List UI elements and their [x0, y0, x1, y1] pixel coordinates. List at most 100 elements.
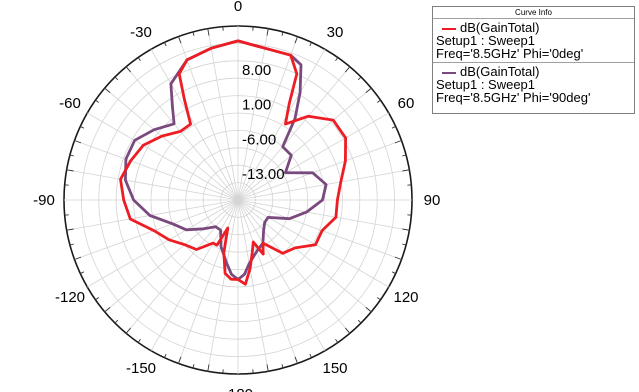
tick-mark [309, 353, 312, 358]
grid-spoke [150, 49, 239, 201]
tick-mark [74, 256, 82, 260]
tick-mark [104, 307, 111, 313]
tick-mark [376, 297, 381, 301]
grid-spoke [74, 199, 239, 260]
grid-spoke [104, 199, 239, 313]
angle-tick-label: 0 [234, 0, 242, 15]
grid-spoke [87, 112, 239, 201]
tick-mark [281, 31, 284, 36]
angle-tick-label: 150 [322, 360, 347, 377]
legend-entry-setup: Setup1 : Sweep1 [436, 33, 536, 48]
tick-mark [125, 66, 131, 73]
tick-mark [69, 243, 74, 246]
grid-spoke [237, 87, 372, 201]
grid-spoke [237, 199, 402, 260]
grid-spoke [207, 199, 239, 372]
grid-spoke [237, 199, 298, 364]
tick-mark [66, 169, 74, 172]
legend-line-phi0 [442, 27, 456, 30]
tick-mark [178, 356, 182, 364]
radial-tick-label: 1.00 [242, 97, 271, 114]
tick-mark [137, 57, 141, 62]
tick-mark [391, 126, 396, 129]
angle-tick-label: 30 [327, 24, 344, 41]
tick-mark [164, 353, 167, 358]
legend-entry-setup: Setup1 : Sweep1 [436, 77, 536, 92]
tick-mark [69, 154, 74, 157]
radial-tick-label: 8.00 [242, 62, 271, 79]
tick-mark [345, 66, 351, 73]
grid-spoke [125, 199, 239, 334]
legend-entry-phi90: dB(GainTotal) Setup1 : Sweep1 Freq='8.5G… [433, 62, 634, 106]
legend-entry-label: dB(GainTotal) [460, 64, 540, 79]
grid-spoke [237, 36, 298, 201]
polar-grid [64, 26, 412, 374]
tick-mark [125, 327, 131, 334]
radial-tick-label: -13.00 [242, 166, 285, 183]
tick-mark [192, 364, 195, 369]
grid-spoke [104, 87, 239, 201]
tick-mark [402, 243, 407, 246]
tick-mark [266, 28, 269, 36]
radial-tick-label: -6.00 [242, 131, 276, 148]
tick-mark [345, 327, 351, 334]
angle-tick-label: -180 [223, 386, 253, 392]
tick-mark [402, 154, 407, 157]
grid-spoke [87, 199, 239, 288]
angle-tick-label: 60 [398, 95, 415, 112]
tick-mark [178, 36, 182, 44]
tick-mark [365, 87, 372, 93]
tick-mark [294, 36, 298, 44]
legend-entry-label: dB(GainTotal) [460, 20, 540, 35]
grid-spoke [125, 66, 239, 201]
grid-spoke [178, 36, 239, 201]
legend-title: Curve Info [433, 7, 634, 19]
tick-mark [95, 99, 100, 103]
tick-mark [281, 364, 284, 369]
tick-mark [357, 319, 362, 324]
grid-spoke [237, 169, 410, 201]
grid-spoke [237, 140, 402, 201]
tick-mark [394, 140, 402, 144]
tick-mark [357, 76, 362, 81]
angle-tick-label: -150 [126, 360, 156, 377]
tick-mark [74, 140, 82, 144]
tick-mark [207, 364, 210, 372]
grid-spoke [237, 199, 326, 351]
grid-spoke [237, 49, 326, 201]
grid-spoke [237, 199, 410, 231]
tick-mark [137, 338, 141, 343]
angle-tick-labels: 0 30 60 90 120 150 -180 -150 -120 -90 -60 -30 [33, 0, 440, 392]
legend-entry-freq: Freq='8.5GHz' Phi='90deg' [436, 90, 591, 105]
tick-mark [164, 42, 167, 47]
radial-tick-labels: 8.00 1.00 -6.00 -13.00 [242, 62, 285, 183]
tick-mark [266, 364, 269, 372]
tick-mark [80, 126, 85, 129]
tick-mark [80, 271, 85, 274]
angle-tick-label: 90 [424, 192, 441, 209]
series-line-phi90 [124, 39, 328, 281]
tick-mark [376, 99, 381, 103]
angle-tick-label: -30 [130, 24, 152, 41]
angle-tick-label: -90 [33, 192, 55, 209]
series-layer [119, 39, 348, 286]
legend-entry-phi0: dB(GainTotal) Setup1 : Sweep1 Freq='8.5G… [433, 19, 634, 62]
tick-mark [391, 271, 396, 274]
angle-tick-label: 120 [393, 289, 418, 306]
tick-mark [394, 256, 402, 260]
grid-spoke [207, 28, 239, 201]
angle-tick-label: -60 [59, 95, 81, 112]
tick-mark [365, 307, 372, 313]
grid-spoke [74, 140, 239, 201]
grid-spoke [237, 112, 389, 201]
tick-mark [294, 356, 298, 364]
tick-mark [104, 87, 111, 93]
tick-mark [66, 228, 74, 231]
tick-mark [309, 42, 312, 47]
tick-mark [402, 169, 410, 172]
legend-entry-freq: Freq='8.5GHz' Phi='0deg' [436, 46, 584, 61]
tick-mark [95, 297, 100, 301]
tick-mark [114, 76, 119, 81]
legend: Curve Info dB(GainTotal) Setup1 : Sweep1… [432, 6, 635, 114]
